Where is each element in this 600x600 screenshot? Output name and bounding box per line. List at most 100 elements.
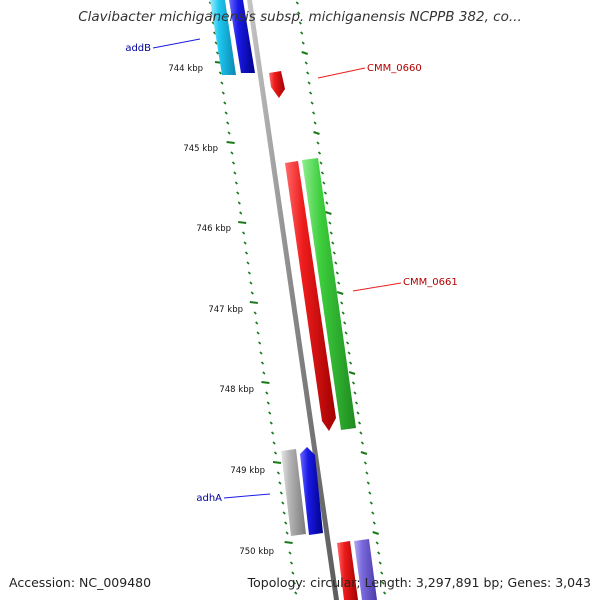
ruler-label-748: 748 kbp	[219, 385, 254, 395]
ruler-minor-tick	[357, 421, 362, 425]
gene-bottom-red[interactable]	[337, 541, 358, 600]
ruler-minor-tick	[354, 401, 359, 405]
ruler-minor-tick	[341, 311, 345, 315]
gene-gray[interactable]	[281, 449, 306, 536]
gene-red-long[interactable]	[285, 161, 336, 431]
ruler-minor-tick	[253, 311, 257, 315]
ruler-track-inner	[208, 1, 298, 595]
ruler-minor-tick	[239, 211, 243, 215]
ruler-minor-tick	[301, 41, 305, 45]
ruler-major-tick	[238, 221, 247, 224]
ruler-minor-tick	[309, 91, 313, 95]
ruler-minor-tick	[360, 441, 364, 445]
ruler-minor-tick	[273, 451, 278, 455]
gene-label-adhA[interactable]: adhA	[196, 493, 222, 504]
ruler-minor-tick	[328, 221, 332, 225]
ruler-major-tick	[348, 371, 356, 375]
ruler-minor-tick	[295, 1, 299, 5]
ruler-minor-tick	[331, 241, 335, 245]
ruler-minor-tick	[262, 371, 266, 375]
ruler-minor-tick	[294, 591, 298, 595]
ruler-major-tick	[360, 451, 368, 455]
ruler-minor-tick	[343, 321, 347, 325]
ruler-minor-tick	[317, 151, 322, 155]
ruler-minor-tick	[260, 361, 265, 365]
ruler-minor-tick	[234, 181, 238, 185]
ruler-major-tick	[226, 141, 235, 144]
ruler-minor-tick	[230, 151, 234, 155]
ruler-minor-tick	[325, 201, 329, 205]
gene-CMM_0661[interactable]	[302, 158, 356, 430]
ruler-minor-tick	[372, 521, 376, 525]
ruler-minor-tick	[307, 81, 311, 85]
ruler-minor-tick	[363, 461, 367, 465]
ruler-major-tick	[284, 541, 293, 544]
ruler-minor-tick	[223, 101, 227, 105]
ruler-major-tick	[261, 381, 270, 384]
ruler-minor-tick	[378, 561, 382, 565]
ruler-minor-tick	[231, 161, 236, 165]
ruler-minor-tick	[349, 361, 353, 365]
label-line-adhA	[223, 493, 271, 499]
ruler-minor-tick	[268, 411, 272, 415]
ruler-minor-tick	[242, 231, 246, 235]
ruler-minor-tick	[227, 131, 231, 135]
ruler-track-outer	[295, 1, 387, 595]
gene-label-CMM_0660[interactable]: CMM_0660	[367, 63, 422, 74]
ruler-major-tick	[372, 531, 380, 535]
gene-CMM_0660[interactable]	[269, 71, 285, 98]
ruler-minor-tick	[322, 181, 326, 185]
gene-adhA[interactable]	[300, 447, 323, 535]
gene-bottom-purple[interactable]	[354, 539, 377, 600]
ruler-minor-tick	[237, 201, 241, 205]
ruler-minor-tick	[218, 71, 222, 75]
ruler-minor-tick	[337, 281, 341, 285]
ruler-minor-tick	[278, 481, 282, 485]
ruler-major-tick	[249, 301, 258, 304]
ruler-minor-tick	[340, 301, 344, 305]
ruler-minor-tick	[356, 411, 360, 415]
ruler-major-tick	[313, 131, 320, 135]
ruler-minor-tick	[306, 71, 310, 75]
ruler-minor-tick	[344, 331, 348, 335]
label-line-CMM_0661	[352, 282, 402, 292]
ruler-label-750: 750 kbp	[239, 547, 274, 557]
topology-text: Topology: circular; Length: 3,297,891 bp…	[247, 575, 591, 590]
gene-label-CMM_0661[interactable]: CMM_0661	[403, 277, 458, 288]
gene-label-addB[interactable]: addB	[125, 43, 151, 54]
ruler-minor-tick	[288, 551, 292, 555]
ruler-minor-tick	[214, 41, 218, 45]
ruler-minor-tick	[381, 581, 385, 585]
ruler-minor-tick	[276, 471, 280, 475]
ruler-minor-tick	[334, 261, 338, 265]
ruler-minor-tick	[377, 551, 381, 555]
ruler-minor-tick	[221, 91, 225, 95]
ruler-minor-tick	[220, 81, 224, 85]
ruler-minor-tick	[247, 271, 251, 275]
ruler-minor-tick	[297, 11, 301, 15]
ruler-minor-tick	[346, 341, 350, 345]
ruler-major-tick	[336, 291, 344, 295]
ruler-minor-tick	[369, 501, 373, 505]
ruler-label-744: 744 kbp	[168, 64, 203, 74]
ruler-label-745: 745 kbp	[183, 144, 218, 154]
ruler-label-746: 746 kbp	[196, 224, 231, 234]
ruler-minor-tick	[320, 171, 325, 175]
ruler-minor-tick	[255, 321, 259, 325]
accession-text: Accession: NC_009480	[9, 575, 152, 590]
ruler-minor-tick	[292, 581, 296, 585]
ruler-minor-tick	[359, 431, 363, 435]
ruler-minor-tick	[300, 31, 304, 35]
ruler-minor-tick	[271, 431, 275, 435]
ruler-minor-tick	[353, 391, 357, 395]
ruler-minor-tick	[250, 291, 254, 295]
ruler-minor-tick	[366, 481, 370, 485]
label-line-addB	[152, 38, 201, 49]
ruler-minor-tick	[244, 251, 249, 255]
ruler-minor-tick	[224, 111, 228, 115]
gene-addB-blue[interactable]	[229, 0, 255, 73]
ruler-minor-tick	[246, 261, 250, 265]
gene-addB-cyan[interactable]	[210, 0, 236, 75]
ruler-minor-tick	[313, 121, 317, 125]
